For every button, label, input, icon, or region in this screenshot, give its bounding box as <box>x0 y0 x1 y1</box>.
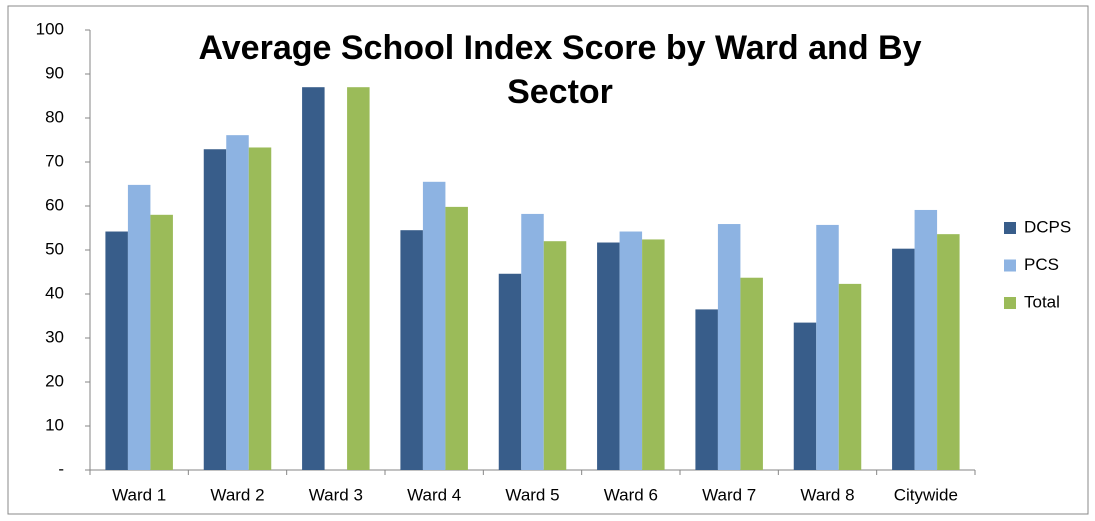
y-tick-label: 10 <box>45 415 64 434</box>
bar <box>498 273 522 470</box>
x-tick-label: Ward 6 <box>604 485 658 504</box>
x-tick-label: Citywide <box>894 485 958 504</box>
bar <box>597 242 620 470</box>
bar <box>914 209 938 470</box>
y-tick-label: 90 <box>45 63 64 82</box>
x-tick-label: Ward 2 <box>210 485 264 504</box>
y-tick-label: 70 <box>45 151 64 170</box>
bar <box>347 87 370 470</box>
y-tick-label: 30 <box>45 327 64 346</box>
bar <box>150 214 173 470</box>
bar <box>127 184 151 470</box>
legend-label: Total <box>1024 292 1060 311</box>
x-tick-label: Ward 4 <box>407 485 461 504</box>
x-tick-label: Ward 1 <box>112 485 166 504</box>
bar <box>695 309 718 470</box>
bar <box>838 283 862 470</box>
x-tick-label: Ward 8 <box>800 485 854 504</box>
bar <box>892 248 915 470</box>
x-tick-label: Ward 7 <box>702 485 756 504</box>
bar <box>619 231 643 470</box>
bar <box>543 241 567 470</box>
bar <box>400 230 423 470</box>
bar <box>793 322 817 470</box>
bar <box>302 87 325 470</box>
bar <box>937 234 960 470</box>
y-tick-label: 40 <box>45 283 64 302</box>
legend-label: DCPS <box>1024 217 1071 236</box>
y-tick-label: - <box>58 459 64 478</box>
bar <box>203 149 227 471</box>
bar <box>521 213 544 471</box>
chart-title: Average School Index Score by Ward and B… <box>198 29 922 111</box>
bar <box>642 239 665 470</box>
bar <box>740 277 763 470</box>
legend-swatch <box>1004 297 1016 309</box>
chart-border <box>7 5 1089 515</box>
y-tick-label: 20 <box>45 371 64 390</box>
y-tick-label: 80 <box>45 107 64 126</box>
y-tick-label: 100 <box>36 19 64 38</box>
bar <box>717 224 741 470</box>
legend-label: PCS <box>1024 255 1059 274</box>
x-tick-label: Ward 5 <box>505 485 559 504</box>
y-tick-label: 60 <box>45 195 64 214</box>
bar <box>422 181 446 471</box>
y-tick-label: 50 <box>45 239 64 258</box>
bar <box>226 135 249 470</box>
legend-swatch <box>1004 222 1016 234</box>
bar <box>816 224 839 470</box>
legend-swatch <box>1004 259 1016 272</box>
bar <box>445 206 468 470</box>
bar <box>105 231 128 470</box>
x-tick-label: Ward 3 <box>309 485 363 504</box>
bar <box>248 147 272 471</box>
